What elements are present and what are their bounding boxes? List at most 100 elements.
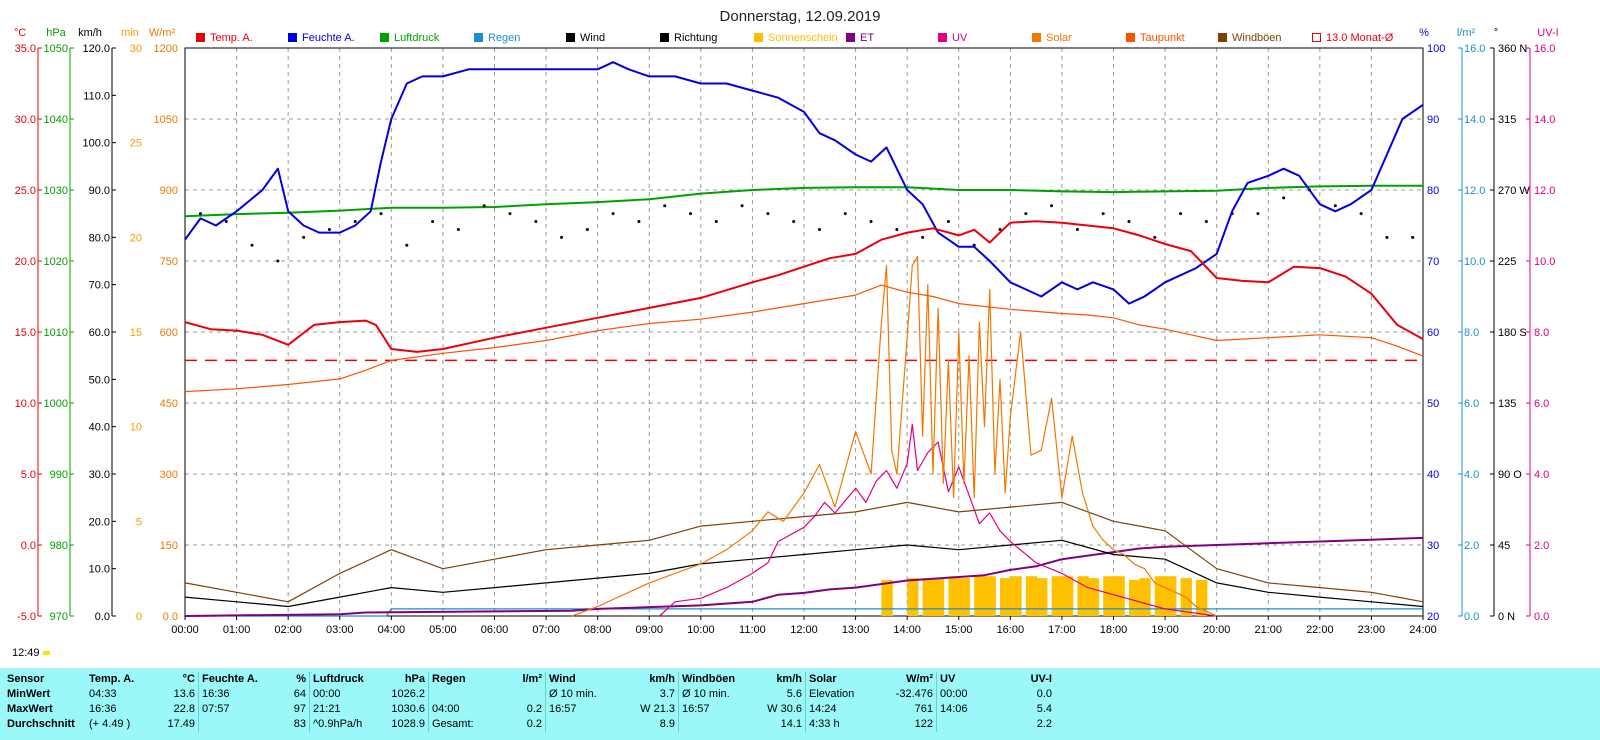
summary-cell-detail: 16:36 bbox=[198, 687, 269, 702]
axis-tick-label: 990 bbox=[50, 469, 68, 481]
direction-point bbox=[1204, 220, 1208, 224]
direction-point bbox=[766, 212, 770, 216]
direction-point bbox=[379, 212, 383, 216]
axis-tick-label: 1010 bbox=[44, 327, 68, 339]
axis-tick-label: 6.0 bbox=[1534, 398, 1549, 410]
series-line bbox=[184, 501, 1424, 603]
axis-unit-label: l/m² bbox=[1457, 27, 1476, 39]
legend-label: Sonnenschein bbox=[768, 32, 838, 44]
summary-cell-value bbox=[503, 687, 546, 702]
direction-point bbox=[1101, 212, 1105, 216]
x-tick-label: 07:00 bbox=[532, 624, 560, 636]
series-sonnenschein bbox=[881, 576, 1208, 616]
legend-item: Wind bbox=[566, 31, 605, 45]
series-feuchte-a bbox=[184, 61, 1424, 305]
axis-tick-label: 40.0 bbox=[89, 422, 110, 434]
legend-swatch bbox=[474, 33, 483, 42]
series-windb-en bbox=[184, 501, 1424, 603]
legend-item: Feuchte A. bbox=[288, 31, 355, 45]
summary-header-row: Sensor Temp. A. °C Feuchte A.% Luftdruck hPa R… bbox=[4, 672, 1055, 687]
axis-tick-label: 20.0 bbox=[89, 516, 110, 528]
summary-header-unit: W/m² bbox=[906, 673, 933, 685]
axis-tick-label: 450 bbox=[160, 398, 178, 410]
legend-swatch bbox=[566, 33, 575, 42]
x-tick-label: 22:00 bbox=[1306, 624, 1334, 636]
sunshine-bar bbox=[1000, 578, 1012, 616]
sunshine-bar bbox=[1165, 576, 1177, 616]
summary-cell-detail: Ø 10 min. bbox=[545, 687, 618, 702]
x-tick-label: 11:00 bbox=[739, 624, 766, 636]
status-time: 12:49 bbox=[12, 647, 50, 659]
summary-cell-value: W 21.3 bbox=[640, 703, 675, 715]
summary-header-label: Feuchte A. bbox=[198, 672, 269, 687]
series-taupunkt bbox=[184, 284, 1424, 393]
series-line bbox=[184, 539, 1424, 608]
axis-tick-label: 100.0 bbox=[82, 138, 110, 150]
legend-swatch bbox=[196, 33, 205, 42]
summary-header-label: UV bbox=[936, 672, 1009, 687]
summary-header-label: Temp. A. bbox=[89, 673, 135, 685]
legend-item: Windböen bbox=[1218, 31, 1282, 45]
x-tick-label: 13:00 bbox=[842, 624, 870, 636]
axis-tick-label: 0 N bbox=[1498, 611, 1515, 623]
axis-tick-label: 20 bbox=[1427, 611, 1439, 623]
direction-point bbox=[921, 235, 925, 239]
axis-tick-label: 6.0 bbox=[1464, 398, 1479, 410]
sunshine-bar bbox=[984, 576, 996, 616]
legend-swatch bbox=[846, 33, 855, 42]
sunshine-bar bbox=[922, 578, 934, 616]
legend-item: 13.0 Monat-Ø bbox=[1312, 31, 1393, 45]
direction-point bbox=[1411, 235, 1415, 239]
axis-tick-label: 300 bbox=[160, 469, 178, 481]
axis-unit-label: ° bbox=[1494, 27, 1498, 39]
summary-table: Sensor Temp. A. °C Feuchte A.% Luftdruck hPa R… bbox=[0, 668, 1600, 740]
summary-cell-detail bbox=[545, 717, 618, 732]
x-tick-label: 03:00 bbox=[326, 624, 354, 636]
summary-cell-detail: 07:57 bbox=[198, 702, 269, 717]
axis-tick-label: 10.0 bbox=[1534, 256, 1555, 268]
sunshine-bar bbox=[1051, 576, 1063, 616]
axis-tick-label: 600 bbox=[160, 327, 178, 339]
sunshine-bar bbox=[1087, 578, 1100, 616]
direction-point bbox=[405, 243, 409, 247]
axis-tick-label: 45 bbox=[1498, 540, 1510, 552]
sunshine-bar bbox=[1139, 578, 1151, 616]
legend-swatch bbox=[1218, 33, 1227, 42]
series-luftdruck bbox=[184, 184, 1423, 218]
summary-header-unit: l/m² bbox=[522, 673, 542, 685]
summary-cell-detail: ^0.9hPa/h bbox=[309, 717, 382, 732]
direction-point bbox=[637, 220, 641, 224]
axis-tick-label: 970 bbox=[50, 611, 68, 623]
axis-tick-label: 16.0 bbox=[1534, 43, 1555, 55]
direction-point bbox=[1179, 212, 1183, 216]
axis-tick-label: 225 bbox=[1498, 256, 1516, 268]
axis-tick-label: 25 bbox=[130, 138, 142, 150]
x-tick-label: 12:00 bbox=[790, 624, 818, 636]
series-richtung bbox=[198, 188, 1415, 263]
axis-tick-label: 90 O bbox=[1498, 469, 1522, 481]
x-tick-label: 06:00 bbox=[481, 624, 509, 636]
summary-cell-detail: 00:00 bbox=[309, 687, 382, 702]
x-tick-label: 09:00 bbox=[635, 624, 663, 636]
series-line bbox=[184, 220, 1424, 353]
axis-tick-label: 120.0 bbox=[82, 43, 110, 55]
legend-label: Temp. A. bbox=[210, 32, 253, 44]
summary-cell-value: 17.49 bbox=[167, 718, 195, 730]
table-row: MinWert 04:33 13.6 16:36 64 00:00 1026.2 Ø 10 m… bbox=[4, 687, 1055, 702]
direction-point bbox=[1024, 212, 1028, 216]
summary-header-label: Windböen bbox=[678, 672, 751, 687]
direction-point bbox=[1050, 204, 1054, 208]
axis-tick-label: 8.0 bbox=[1534, 327, 1549, 339]
axis-tick-label: -5.0 bbox=[17, 611, 36, 623]
direction-point bbox=[689, 212, 693, 216]
x-tick-label: 19:00 bbox=[1151, 624, 1179, 636]
legend-label: Richtung bbox=[674, 32, 718, 44]
summary-header-unit: km/h bbox=[776, 673, 802, 685]
direction-point bbox=[740, 204, 744, 208]
axis-tick-label: 10.0 bbox=[1464, 256, 1485, 268]
sunshine-bar bbox=[881, 580, 893, 616]
axis-tick-label: 180 S bbox=[1498, 327, 1527, 339]
summary-header-label: Regen bbox=[428, 672, 503, 687]
summary-cell-value: 3.7 bbox=[659, 688, 675, 700]
axis-unit-label: % bbox=[1419, 27, 1429, 39]
